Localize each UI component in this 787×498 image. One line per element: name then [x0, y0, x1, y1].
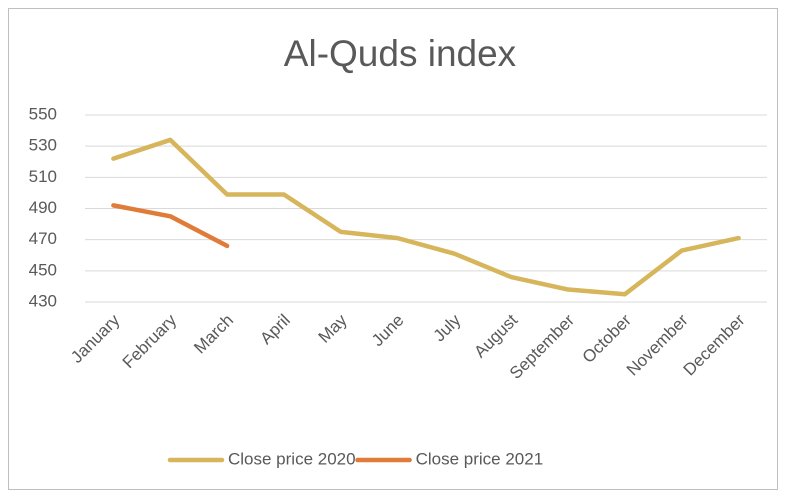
series-line	[111, 203, 230, 249]
y-tick-label: 510	[29, 167, 57, 186]
y-tick-label: 450	[29, 260, 57, 279]
chart-border	[8, 8, 778, 490]
legend-label: Close price 2020	[228, 449, 356, 468]
y-tick-label: 430	[29, 291, 57, 310]
legend-label: Close price 2021	[416, 449, 544, 468]
y-tick-label: 470	[29, 229, 57, 248]
y-tick-label: 490	[29, 198, 57, 217]
y-tick-label: 530	[29, 136, 57, 155]
series-line	[111, 137, 741, 297]
chart-title: Al-Quds index	[284, 33, 517, 74]
y-tick-label: 550	[29, 104, 57, 123]
